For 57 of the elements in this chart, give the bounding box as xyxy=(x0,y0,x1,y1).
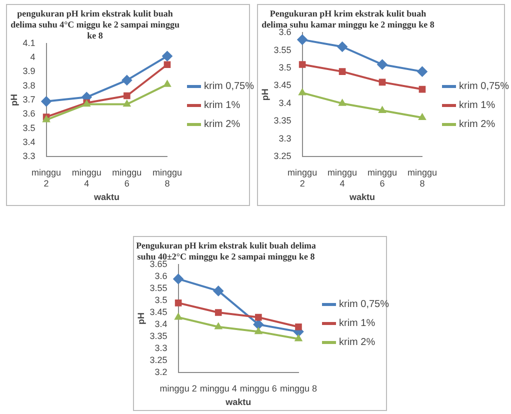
legend-label: krim 2% xyxy=(339,337,376,348)
y-axis-title: pH xyxy=(260,88,270,101)
legend-label: krim 0,75% xyxy=(339,299,390,310)
y-tick-label: 3.25 xyxy=(150,354,168,365)
x-tick-label: minggu 4 xyxy=(72,167,102,188)
chart-title: Pengukuran pH krim ekstrak kulit buah delima suhu 40±2°C minggu ke 2 sampai minggu ke 8 xyxy=(136,240,316,262)
y-tick-label: 3.9 xyxy=(22,66,36,76)
y-tick-label: 3.5 xyxy=(278,62,292,73)
x-tick-label: minggu 8 xyxy=(280,383,318,394)
y-tick-label: 3.45 xyxy=(150,306,168,317)
x-tick-label: minggu 2 xyxy=(32,167,62,188)
y-tick-label: 3.6 xyxy=(154,271,168,282)
x-tick-label: minggu 6 xyxy=(112,167,142,188)
y-axis-title: pH xyxy=(136,312,146,324)
legend-label: krim 0,75% xyxy=(459,80,510,92)
x-tick-label: minggu 4 xyxy=(328,167,358,188)
y-tick-label: 3.3 xyxy=(22,151,36,162)
y-tick-label: 3.3 xyxy=(154,342,168,353)
legend-label: krim 2% xyxy=(204,118,240,130)
y-tick-label: 3.2 xyxy=(154,366,168,377)
x-tick-label: minggu 6 xyxy=(368,167,398,188)
y-tick-label: 3.3 xyxy=(278,133,292,144)
y-tick-label: 3.8 xyxy=(22,80,36,90)
y-tick-label: 3.6 xyxy=(278,27,292,38)
y-tick-label: 3.6 xyxy=(22,108,36,119)
legend-label: krim 1% xyxy=(339,318,376,329)
y-tick-label: 3.4 xyxy=(278,98,292,108)
y-tick-label: 3.5 xyxy=(22,122,36,133)
y-tick-label: 3.35 xyxy=(274,116,292,126)
y-tick-label: 4 xyxy=(30,52,36,62)
y-tick-label: 3.7 xyxy=(22,94,36,104)
x-tick-label: minggu 6 xyxy=(240,383,277,394)
legend-label: krim 2% xyxy=(459,118,496,130)
y-tick-label: 3.35 xyxy=(150,330,168,341)
legend-label: krim 0,75% xyxy=(204,80,254,92)
y-tick-label: 4.1 xyxy=(22,38,36,48)
chart-title: pengukuran pH krim ekstrak kulit buah delima suhu 4°C miggu ke 2 sampai minggu ke 8 xyxy=(10,8,180,40)
legend-label: krim 1% xyxy=(459,100,496,110)
y-tick-label: 3.5 xyxy=(154,295,168,306)
y-axis-title: pH xyxy=(8,94,19,106)
y-tick-label: 3.4 xyxy=(22,136,36,147)
legend-label: krim 1% xyxy=(204,100,240,110)
y-tick-label: 3.55 xyxy=(274,44,292,55)
y-tick-label: 3.25 xyxy=(274,151,292,162)
x-axis-title: waktu xyxy=(348,192,376,202)
x-tick-label: minggu 8 xyxy=(407,167,438,188)
x-axis-title: waktu xyxy=(93,192,120,202)
chart-title: Pengukuran pH krim ekstrak kulit buah delima suhu kamar minggu ke 2 minggu ke 8 xyxy=(262,8,435,30)
y-tick-label: 3.65 xyxy=(150,259,168,270)
y-tick-label: 3.55 xyxy=(150,283,168,294)
x-axis-title: waktu xyxy=(224,397,252,408)
x-tick-label: minggu 4 xyxy=(200,383,237,394)
y-tick-label: 3.4 xyxy=(154,318,168,329)
x-tick-label: minggu 2 xyxy=(160,383,197,394)
y-tick-label: 3.45 xyxy=(274,80,292,90)
x-tick-label: minggu 2 xyxy=(288,167,318,188)
x-tick-label: minggu 8 xyxy=(152,167,182,188)
